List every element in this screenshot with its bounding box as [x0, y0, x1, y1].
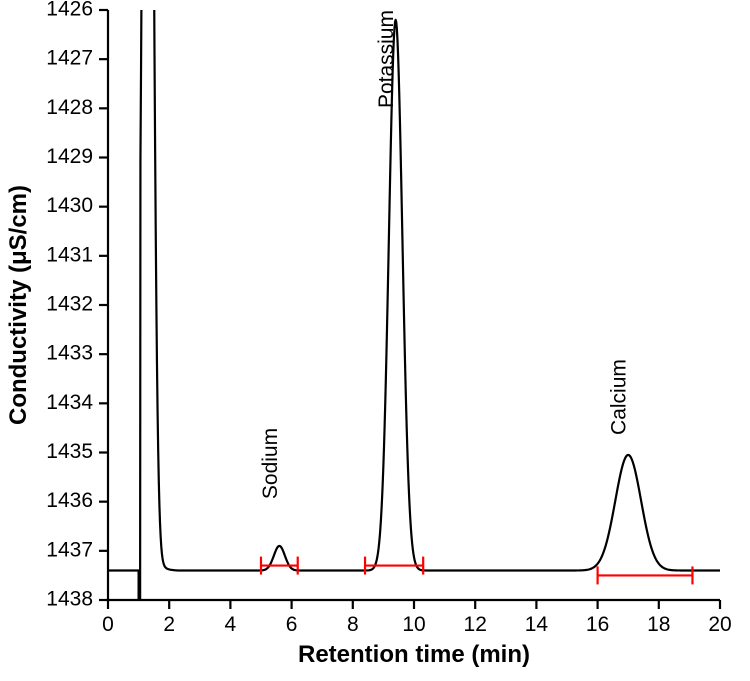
x-tick-label: 10: [402, 613, 425, 636]
x-tick-label: 8: [347, 613, 359, 636]
peak-label-sodium: Sodium: [259, 428, 282, 499]
integration-range-sodium: [261, 557, 298, 575]
y-tick-label: 1436: [46, 489, 93, 512]
chromatogram-chart: 1426142714281429143014311432143314341435…: [0, 0, 750, 681]
integration-range-calcium: [598, 566, 693, 584]
x-tick-label: 14: [525, 613, 549, 636]
y-tick-label: 1438: [46, 588, 93, 611]
x-axis-label: Retention time (min): [298, 641, 530, 668]
x-tick-label: 2: [163, 613, 175, 636]
y-tick-label: 1437: [46, 538, 93, 561]
y-tick-label: 1427: [46, 47, 93, 70]
y-tick-label: 1435: [46, 440, 93, 463]
peak-label-potassium: Potassium: [375, 10, 398, 108]
chromatogram-trace: [108, 0, 720, 600]
y-tick-label: 1433: [46, 342, 93, 365]
y-tick-label: 1431: [46, 243, 93, 266]
x-tick-label: 16: [586, 613, 609, 636]
y-tick-label: 1428: [46, 96, 93, 119]
x-tick-label: 0: [102, 613, 114, 636]
y-tick-label: 1434: [46, 391, 93, 414]
x-tick-label: 18: [647, 613, 670, 636]
y-tick-label: 1432: [46, 293, 93, 316]
y-tick-label: 1426: [46, 0, 93, 21]
y-tick-label: 1430: [46, 194, 93, 217]
y-tick-label: 1429: [46, 145, 93, 168]
x-tick-label: 6: [286, 613, 298, 636]
x-tick-label: 4: [225, 613, 237, 636]
peak-label-calcium: Calcium: [608, 359, 631, 435]
chromatogram-svg: 1426142714281429143014311432143314341435…: [0, 0, 750, 681]
x-tick-label: 20: [708, 613, 731, 636]
y-axis-label: Conductivity (μS/cm): [5, 185, 32, 425]
x-tick-label: 12: [464, 613, 487, 636]
